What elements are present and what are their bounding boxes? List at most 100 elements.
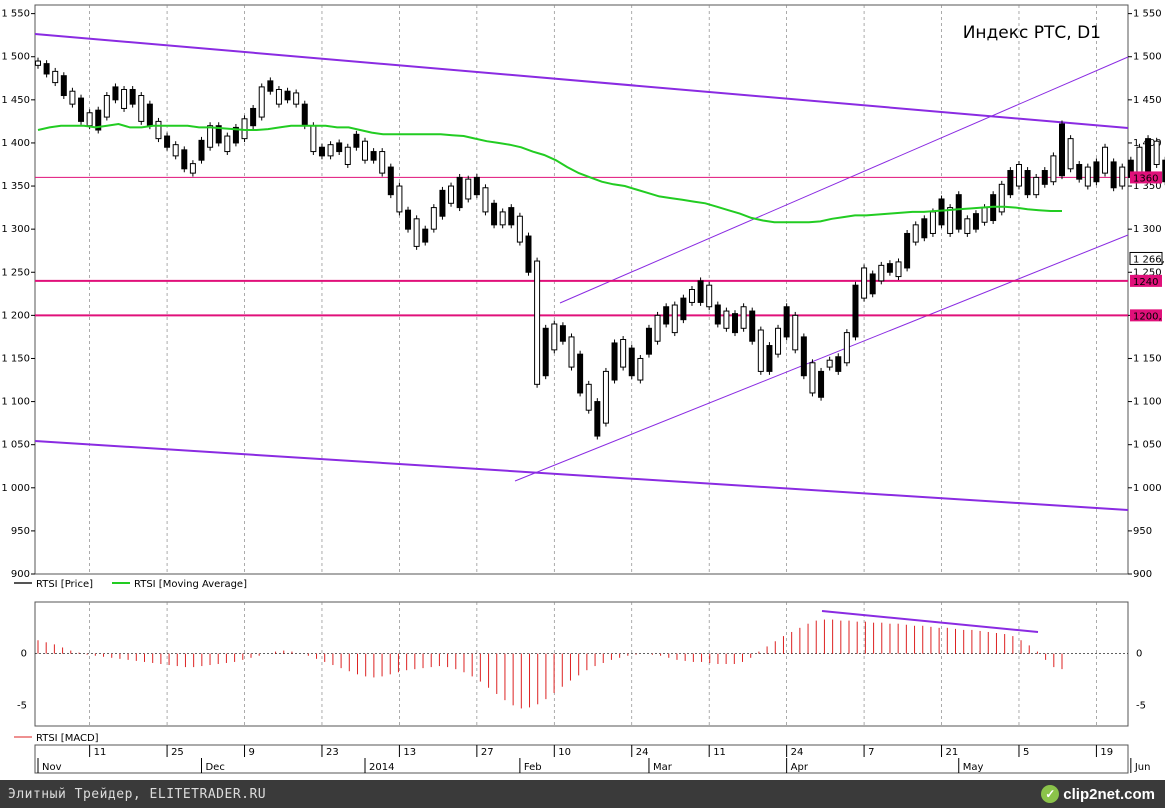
- x-tick-label-day: 5: [1023, 747, 1029, 758]
- candle-body: [198, 139, 205, 161]
- candle-body: [103, 95, 110, 118]
- candle-body: [1015, 163, 1022, 187]
- price-tag-1: [1129, 251, 1163, 265]
- macd-trendline: [821, 610, 1039, 633]
- candle-body: [155, 120, 162, 140]
- y-tick-label-left: 1 000: [1, 483, 30, 494]
- candle-body: [396, 185, 403, 213]
- x-tick-label-day: 27: [481, 747, 494, 758]
- candle-body: [861, 267, 868, 299]
- y-tick-label-left: 1 300: [1, 224, 30, 235]
- x-tick-label-day: 19: [1100, 747, 1113, 758]
- candle-body: [207, 125, 214, 148]
- candle-body: [413, 218, 420, 247]
- candle-body: [121, 88, 128, 109]
- price-tag-label-2: 1240: [1133, 277, 1158, 288]
- y-tick-label-left: 1 500: [1, 52, 30, 63]
- candle-body: [749, 310, 756, 342]
- candle-body: [826, 359, 833, 368]
- y-tick-label-left: 1 050: [1, 440, 30, 451]
- channel-lower-line: [514, 234, 1129, 482]
- candle-body: [792, 314, 799, 351]
- candle-body: [293, 92, 300, 105]
- candle-body: [430, 207, 437, 230]
- x-tick-label-month: Nov: [42, 762, 62, 773]
- candle-body: [1102, 146, 1109, 174]
- candle-body: [585, 383, 592, 411]
- candle-body: [525, 235, 532, 273]
- y-tick-label-left: 1 250: [1, 267, 30, 278]
- x-tick-label-month: Mar: [653, 762, 673, 773]
- candle-body: [267, 80, 274, 92]
- y-tick-label-right: 1 050: [1133, 440, 1162, 451]
- clip2net-logo-text: clip2net.com: [1063, 785, 1155, 803]
- candle-body: [654, 314, 661, 342]
- candle-body: [164, 135, 171, 148]
- legend-label-0: RTSI [Price]: [36, 579, 93, 590]
- candle-body: [697, 280, 704, 303]
- clip2net-logo-icon: ✓: [1041, 785, 1060, 803]
- price-tag-3: [1130, 309, 1162, 322]
- candle-body: [301, 103, 308, 127]
- candle-body: [318, 146, 325, 157]
- y-tick-label-right: 1 300: [1133, 224, 1162, 235]
- candle-body: [60, 75, 67, 97]
- y-tick-label-left: 1 400: [1, 138, 30, 149]
- candle-body: [577, 353, 584, 394]
- price-tag-label-3: 1200,: [1133, 311, 1162, 322]
- candle-body: [1067, 138, 1074, 170]
- y-tick-label-left: 1 200: [1, 310, 30, 321]
- candle-body: [336, 142, 343, 153]
- resistance-line: [34, 33, 1129, 129]
- candle-body: [981, 207, 988, 223]
- candle-body: [843, 332, 850, 364]
- candle-body: [611, 342, 618, 381]
- y-tick-label-left: 1 150: [1, 353, 30, 364]
- candle-body: [224, 135, 231, 153]
- macd-y-label-right: -5: [1136, 700, 1146, 711]
- candle-body: [869, 273, 876, 295]
- candle-body: [146, 103, 153, 127]
- candle-body: [1007, 170, 1014, 196]
- candle-body: [680, 297, 687, 321]
- candle-body: [361, 140, 368, 161]
- x-tick-label-day: 13: [403, 747, 416, 758]
- clip2net-logo[interactable]: ✓ clip2net.com: [1041, 783, 1155, 805]
- price-tag-0: [1130, 171, 1162, 184]
- candle-body: [189, 163, 196, 174]
- candle-body: [551, 323, 558, 351]
- x-tick-label-day: 9: [249, 747, 255, 758]
- candle-body: [138, 95, 145, 122]
- candle-body: [542, 327, 549, 377]
- x-tick-label-day: 24: [791, 747, 804, 758]
- candle-body: [1050, 155, 1057, 183]
- candle-body: [757, 329, 764, 372]
- candle-body: [835, 356, 842, 372]
- candle-body: [1084, 166, 1091, 187]
- macd-y-label-right: 0: [1136, 649, 1142, 660]
- x-tick-label-day: 7: [868, 747, 874, 758]
- legend-label-1: RTSI [Moving Average]: [134, 579, 247, 590]
- candle-body: [52, 70, 59, 84]
- x-tick-label-day: 11: [94, 747, 107, 758]
- candle-body: [69, 90, 76, 105]
- candle-body: [645, 327, 652, 355]
- y-tick-label-left: 950: [11, 526, 30, 537]
- y-tick-label-right: 1 550: [1133, 9, 1162, 20]
- candle-body: [852, 284, 859, 338]
- candle-body: [78, 97, 85, 122]
- candle-body: [878, 264, 885, 282]
- candle-body: [1059, 123, 1065, 177]
- candle-body: [947, 207, 954, 234]
- candle-body: [275, 88, 282, 105]
- candle-body: [955, 194, 962, 230]
- candle-body: [921, 218, 928, 239]
- candle-body: [35, 60, 41, 66]
- candle-body: [241, 118, 248, 140]
- candle-body: [783, 306, 790, 338]
- candle-body: [620, 339, 627, 368]
- candle-body: [732, 313, 739, 334]
- candle-body: [886, 263, 893, 273]
- candle-body: [740, 306, 747, 329]
